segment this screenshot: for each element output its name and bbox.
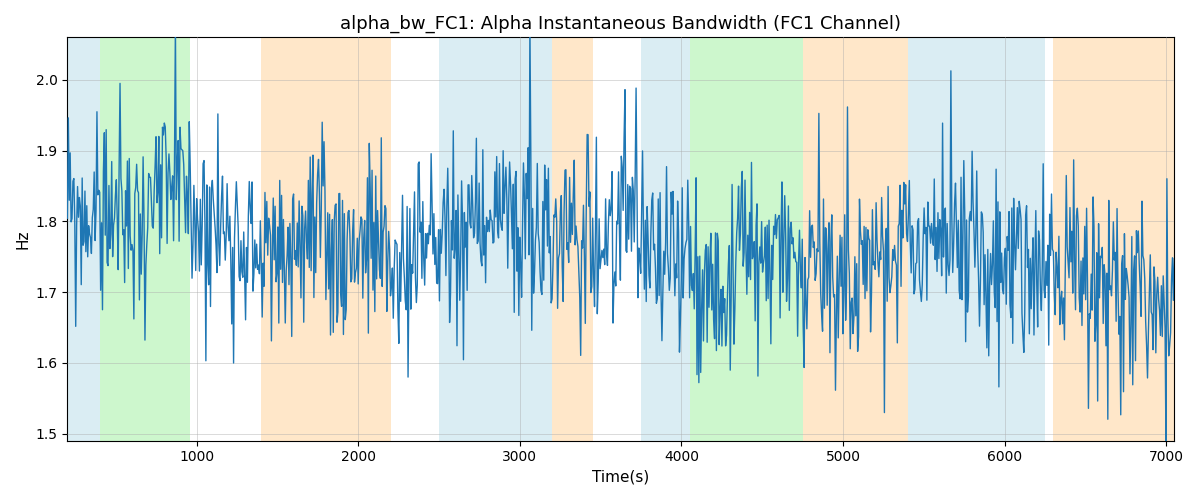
Bar bbox=[100, 38, 191, 440]
Bar bbox=[690, 38, 803, 440]
Bar bbox=[803, 38, 907, 440]
Title: alpha_bw_FC1: Alpha Instantaneous Bandwidth (FC1 Channel): alpha_bw_FC1: Alpha Instantaneous Bandwi… bbox=[341, 15, 901, 34]
Bar bbox=[1054, 38, 1175, 440]
Bar bbox=[439, 38, 552, 440]
Bar bbox=[262, 38, 390, 440]
Bar bbox=[67, 38, 100, 440]
Bar bbox=[552, 38, 593, 440]
Y-axis label: Hz: Hz bbox=[16, 230, 30, 249]
Bar bbox=[907, 38, 1045, 440]
X-axis label: Time(s): Time(s) bbox=[593, 470, 649, 485]
Bar bbox=[641, 38, 690, 440]
